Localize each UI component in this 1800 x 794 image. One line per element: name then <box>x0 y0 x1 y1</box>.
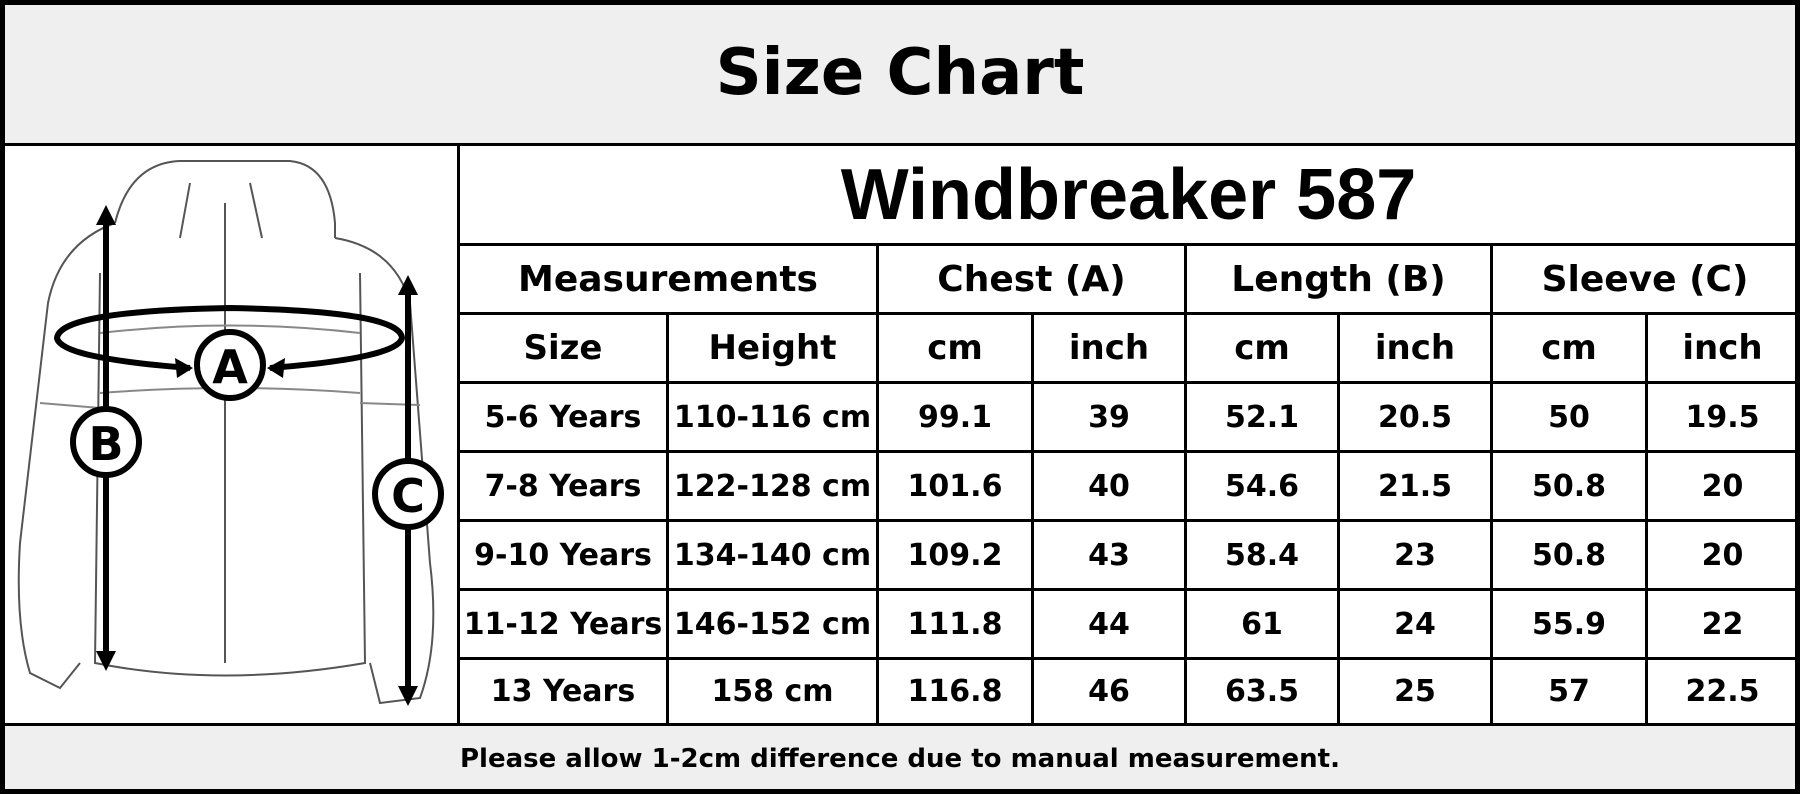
table-cell: 40 <box>1031 450 1187 522</box>
table-cell: 20 <box>1645 450 1800 522</box>
column-header: cm <box>876 312 1034 384</box>
column-header: Size <box>457 312 669 384</box>
table-cell: 52.1 <box>1184 381 1340 453</box>
table-cell: 11-12 Years <box>457 588 669 660</box>
table-cell: 9-10 Years <box>457 519 669 591</box>
table-cell: 13 Years <box>457 657 669 726</box>
table-cell: 20.5 <box>1337 381 1493 453</box>
table-cell: 7-8 Years <box>457 450 669 522</box>
table-cell: 44 <box>1031 588 1187 660</box>
table-cell: 43 <box>1031 519 1187 591</box>
column-header: cm <box>1184 312 1340 384</box>
label-a: A <box>212 340 248 394</box>
table-cell: 50.8 <box>1490 450 1648 522</box>
table-cell: 122-128 cm <box>666 450 879 522</box>
column-header: cm <box>1490 312 1648 384</box>
table-cell: 61 <box>1184 588 1340 660</box>
column-header: inch <box>1645 312 1800 384</box>
table-cell: 101.6 <box>876 450 1034 522</box>
table-cell: 63.5 <box>1184 657 1340 726</box>
table-cell: 116.8 <box>876 657 1034 726</box>
table-cell: 23 <box>1337 519 1493 591</box>
table-cell: 21.5 <box>1337 450 1493 522</box>
table-cell: 24 <box>1337 588 1493 660</box>
table-cell: 22 <box>1645 588 1800 660</box>
table-cell: 54.6 <box>1184 450 1340 522</box>
jacket-diagram: A B C <box>17 160 444 706</box>
table-cell: 57 <box>1490 657 1648 726</box>
column-header: Height <box>666 312 879 384</box>
diagram-panel <box>0 143 460 726</box>
table-cell: 99.1 <box>876 381 1034 453</box>
label-b: B <box>88 417 123 471</box>
table-cell: 146-152 cm <box>666 588 879 660</box>
group-header: Length (B) <box>1184 243 1493 315</box>
table-cell: 111.8 <box>876 588 1034 660</box>
table-cell: 25 <box>1337 657 1493 726</box>
column-header: inch <box>1337 312 1493 384</box>
table-cell: 5-6 Years <box>457 381 669 453</box>
label-c: C <box>391 469 425 523</box>
group-header: Chest (A) <box>876 243 1187 315</box>
table-cell: 55.9 <box>1490 588 1648 660</box>
page-title: Size Chart <box>0 0 1800 146</box>
footer-note: Please allow 1-2cm difference due to man… <box>0 723 1800 794</box>
table-cell: 110-116 cm <box>666 381 879 453</box>
table-cell: 50.8 <box>1490 519 1648 591</box>
table-cell: 109.2 <box>876 519 1034 591</box>
table-cell: 50 <box>1490 381 1648 453</box>
table-title: Windbreaker 587 <box>457 143 1800 246</box>
table-cell: 19.5 <box>1645 381 1800 453</box>
table-cell: 134-140 cm <box>666 519 879 591</box>
table-cell: 158 cm <box>666 657 879 726</box>
table-cell: 20 <box>1645 519 1800 591</box>
table-cell: 39 <box>1031 381 1187 453</box>
group-header: Measurements <box>457 243 879 315</box>
table-cell: 58.4 <box>1184 519 1340 591</box>
column-header: inch <box>1031 312 1187 384</box>
table-cell: 46 <box>1031 657 1187 726</box>
table-cell: 22.5 <box>1645 657 1800 726</box>
group-header: Sleeve (C) <box>1490 243 1800 315</box>
